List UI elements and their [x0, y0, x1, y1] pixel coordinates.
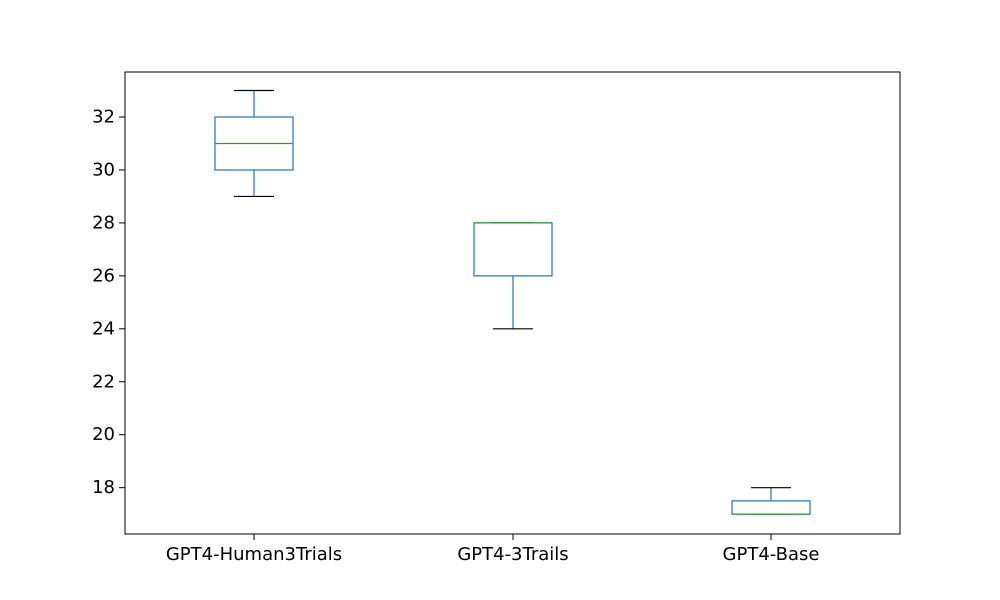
box-2 [473, 222, 553, 330]
y-axis: 18 20 22 24 26 28 30 32 [92, 107, 125, 498]
box-3 [731, 487, 811, 515]
y-tick-label: 24 [92, 318, 115, 339]
axes-frame [124, 71, 901, 535]
y-tick-label: 32 [92, 107, 115, 128]
y-tick-label: 26 [92, 265, 115, 286]
x-tick-label: GPT4-Human3Trials [166, 544, 342, 565]
box-1 [214, 89, 294, 198]
y-tick-label: 28 [92, 212, 115, 233]
y-tick-label: 30 [92, 159, 115, 180]
iqr-box [731, 500, 811, 515]
y-tick-label: 18 [92, 477, 115, 498]
x-tick-label: GPT4-3Trails [457, 544, 568, 565]
x-axis: GPT4-Human3Trials GPT4-3Trails GPT4-Base [166, 534, 820, 565]
y-tick-label: 20 [92, 424, 115, 445]
iqr-box [473, 222, 553, 277]
plot-area [214, 89, 811, 515]
x-tick-label: GPT4-Base [723, 544, 820, 565]
y-tick-label: 22 [92, 371, 115, 392]
